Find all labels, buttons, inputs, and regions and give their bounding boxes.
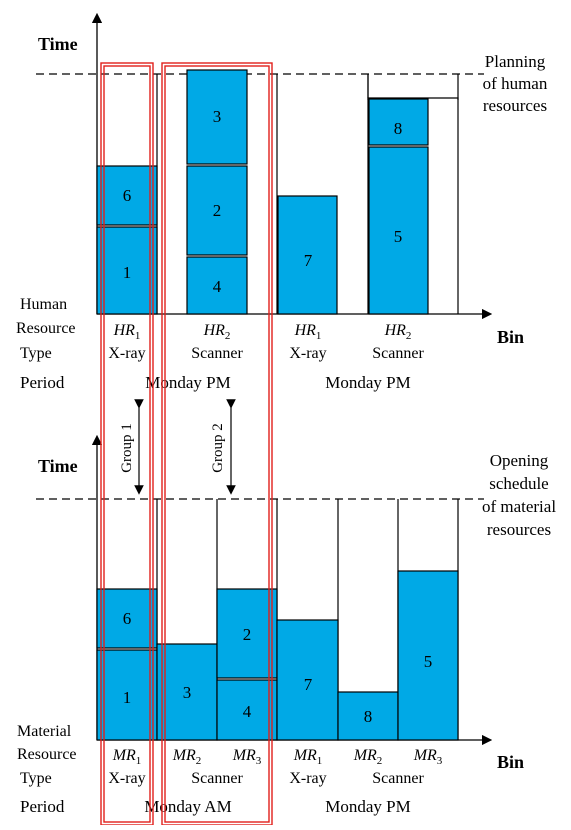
top-block-label: 4 — [213, 277, 222, 296]
top-col-label: HR1 X-ray — [289, 322, 326, 362]
top-row-label: Human — [20, 296, 67, 313]
bottom-block-label: 2 — [243, 625, 252, 644]
svg-text:MR2: MR2 — [172, 747, 202, 767]
top-caption-line: of human — [483, 74, 548, 93]
bottom-col-label: MR1 X-ray — [108, 747, 145, 787]
top-block-label: 6 — [123, 186, 132, 205]
top-time-label: Time — [38, 34, 78, 54]
bottom-block-3 — [156, 643, 218, 741]
top-type-label: Type — [20, 345, 52, 362]
bottom-block-4 — [216, 679, 278, 741]
top-block-label: 3 — [213, 107, 222, 126]
bottom-block-5 — [397, 570, 459, 741]
svg-text:Scanner: Scanner — [372, 345, 424, 362]
bottom-block-1 — [96, 649, 158, 741]
top-block-7 — [277, 195, 338, 315]
bottom-block-label: 7 — [304, 675, 313, 694]
group-1-label: Group 1 — [119, 423, 135, 473]
top-block-2 — [186, 165, 248, 256]
bottom-col-label: MR3 — [413, 747, 443, 767]
top-caption-line: resources — [483, 96, 547, 115]
svg-text:HR2: HR2 — [384, 322, 412, 342]
top-block-8 — [368, 98, 429, 146]
bottom-caption-line: schedule — [489, 474, 548, 493]
top-col-label: HR2 Scanner — [372, 322, 424, 362]
bottom-caption-line: resources — [487, 520, 551, 539]
top-hr2-capacity — [367, 97, 459, 100]
svg-text:MR2: MR2 — [353, 747, 383, 767]
top-col-label: HR2 Scanner — [191, 322, 243, 362]
top-block-label: 8 — [394, 119, 403, 138]
bottom-period-value: Monday PM — [325, 797, 410, 816]
bottom-col-label: MR1 X-ray — [289, 747, 326, 787]
bottom-bin-label: Bin — [497, 752, 524, 772]
bottom-scanner-label: Scanner — [372, 770, 424, 787]
bottom-block-2 — [216, 588, 278, 679]
svg-text:MR1: MR1 — [112, 747, 142, 767]
top-bin-label: Bin — [497, 327, 524, 347]
bottom-block-label: 5 — [424, 652, 433, 671]
top-block-label: 5 — [394, 227, 403, 246]
bottom-time-label: Time — [38, 456, 78, 476]
top-block-label: 7 — [304, 251, 313, 270]
bottom-panel: 1 6 3 4 2 7 8 5 Time Bin Opening schedul… — [17, 434, 556, 816]
group-2-label: Group 2 — [210, 423, 226, 473]
bottom-row-label: Material — [17, 723, 72, 740]
bottom-block-6 — [96, 588, 158, 649]
svg-text:HR2: HR2 — [203, 322, 231, 342]
top-block-6 — [96, 165, 158, 226]
top-block-label: 1 — [123, 263, 132, 282]
svg-text:MR3: MR3 — [413, 747, 443, 767]
top-row-label: Resource — [16, 320, 76, 337]
svg-text:X-ray: X-ray — [289, 345, 326, 362]
top-period-value: Monday PM — [325, 373, 410, 392]
svg-text:X-ray: X-ray — [108, 770, 145, 787]
top-block-3 — [186, 69, 248, 165]
group-2-indicator: Group 2 — [210, 399, 236, 495]
bottom-period-label: Period — [20, 797, 65, 816]
bottom-block-7 — [276, 619, 339, 741]
bottom-scanner-label: Scanner — [191, 770, 243, 787]
bottom-block-label: 3 — [183, 683, 192, 702]
top-block-label: 2 — [213, 201, 222, 220]
svg-text:MR3: MR3 — [232, 747, 262, 767]
svg-text:X-ray: X-ray — [108, 345, 145, 362]
top-block-4 — [186, 256, 248, 315]
top-period-value: Monday PM — [145, 373, 230, 392]
bottom-col-label: MR3 — [232, 747, 262, 767]
svg-text:HR1: HR1 — [294, 322, 322, 342]
top-caption-line: Planning — [485, 52, 546, 71]
bottom-block-label: 1 — [123, 688, 132, 707]
top-col-label: HR1 X-ray — [108, 322, 145, 362]
bottom-type-label: Type — [20, 770, 52, 787]
bottom-block-label: 4 — [243, 702, 252, 721]
top-panel: 1 6 4 2 3 7 5 8 Time Bin Planning of hum… — [16, 12, 548, 392]
bottom-block-label: 6 — [123, 609, 132, 628]
bottom-period-value: Monday AM — [144, 797, 231, 816]
bottom-block-label: 8 — [364, 707, 373, 726]
bottom-caption-line: of material — [482, 497, 556, 516]
svg-text:X-ray: X-ray — [289, 770, 326, 787]
top-block-1 — [96, 226, 158, 315]
top-block-5 — [368, 146, 429, 315]
bottom-block-8 — [337, 691, 399, 741]
bottom-caption-line: Opening — [490, 451, 549, 470]
bottom-col-label: MR2 — [172, 747, 202, 767]
top-period-label: Period — [20, 373, 65, 392]
bottom-row-label: Resource — [17, 746, 77, 763]
bottom-col-label: MR2 — [353, 747, 383, 767]
svg-text:Scanner: Scanner — [191, 345, 243, 362]
group-1-indicator: Group 1 — [119, 399, 144, 495]
svg-text:HR1: HR1 — [113, 322, 141, 342]
svg-text:MR1: MR1 — [293, 747, 323, 767]
